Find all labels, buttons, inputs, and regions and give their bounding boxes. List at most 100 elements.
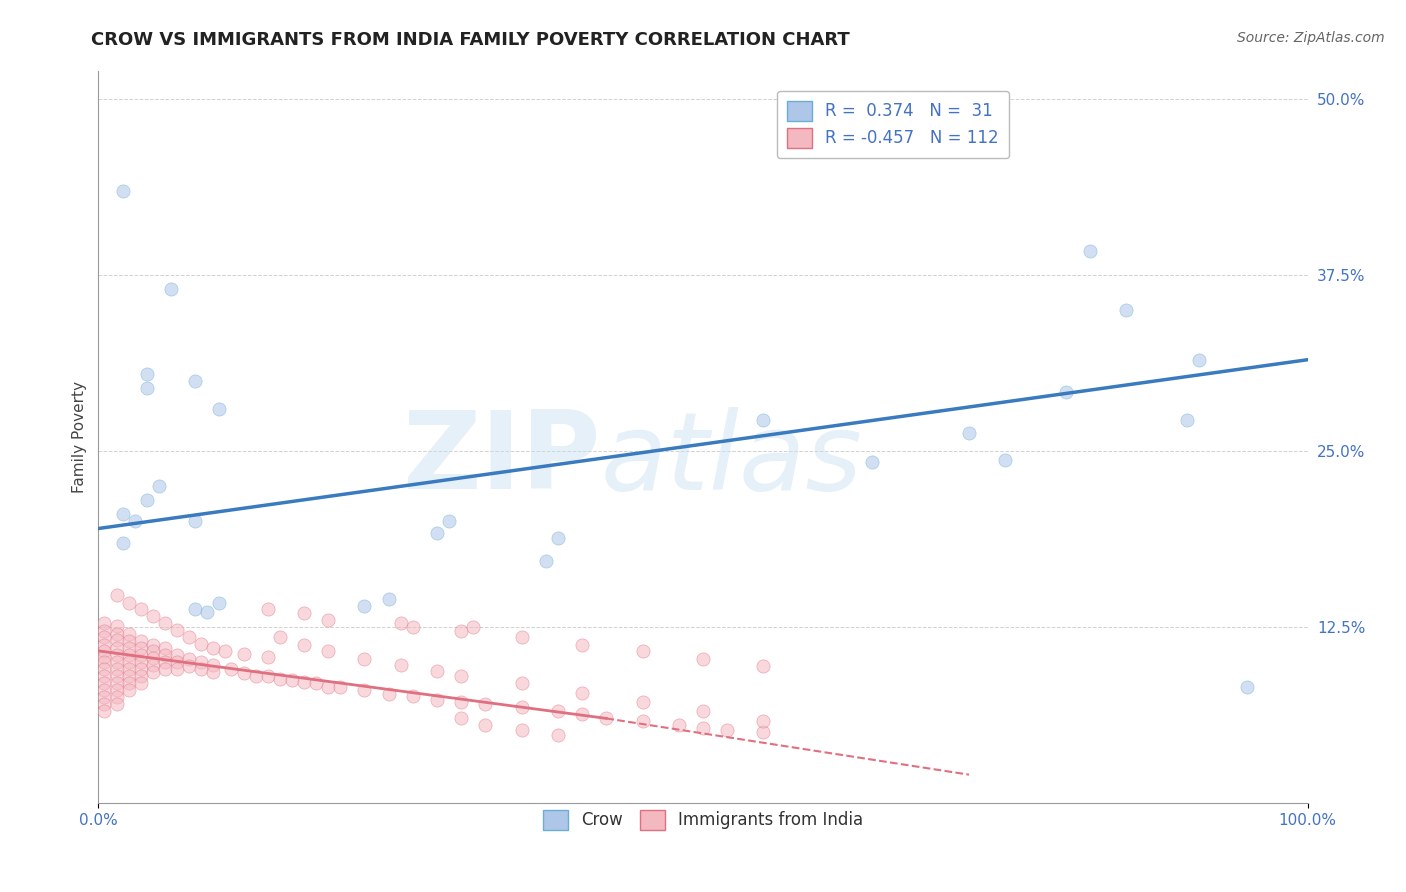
Point <box>450 694 472 708</box>
Point <box>214 644 236 658</box>
Point <box>256 669 278 683</box>
Point <box>93 669 115 683</box>
Point <box>184 374 207 388</box>
Point <box>1078 244 1101 259</box>
Point <box>571 638 593 652</box>
Point <box>135 381 157 395</box>
Point <box>1054 385 1077 400</box>
Point <box>256 649 278 664</box>
Point <box>118 662 141 676</box>
Point <box>118 641 141 656</box>
Point <box>389 657 412 672</box>
Point <box>129 648 152 662</box>
Point <box>105 588 128 602</box>
Point <box>93 624 115 639</box>
Point <box>450 669 472 683</box>
Point <box>124 515 146 529</box>
Point <box>111 535 134 549</box>
Point <box>716 723 738 737</box>
Point <box>105 627 128 641</box>
Point <box>153 648 176 662</box>
Point <box>105 655 128 669</box>
Point <box>190 655 212 669</box>
Point <box>153 641 176 656</box>
Point <box>105 683 128 698</box>
Point <box>129 634 152 648</box>
Point <box>202 657 225 672</box>
Point <box>631 714 654 729</box>
Point <box>179 659 201 673</box>
Point <box>316 681 339 695</box>
Point <box>129 662 152 676</box>
Point <box>93 655 115 669</box>
Y-axis label: Family Poverty: Family Poverty <box>72 381 87 493</box>
Point <box>426 693 449 707</box>
Text: atlas: atlas <box>600 407 862 511</box>
Point <box>111 508 134 522</box>
Point <box>153 615 176 630</box>
Point <box>166 648 188 662</box>
Point <box>105 641 128 656</box>
Point <box>142 657 165 672</box>
Point <box>595 711 617 725</box>
Point <box>148 479 170 493</box>
Point <box>692 705 714 719</box>
Point <box>179 652 201 666</box>
Point <box>547 705 569 719</box>
Point <box>166 655 188 669</box>
Point <box>631 644 654 658</box>
Point <box>377 688 399 702</box>
Point <box>510 700 533 714</box>
Point <box>752 659 775 673</box>
Point <box>184 601 207 615</box>
Point <box>118 627 141 641</box>
Point <box>305 676 328 690</box>
Point <box>245 669 267 683</box>
Point <box>547 532 569 546</box>
Point <box>426 664 449 678</box>
Point <box>118 655 141 669</box>
Point <box>269 672 291 686</box>
Point <box>118 634 141 648</box>
Point <box>692 721 714 735</box>
Point <box>105 648 128 662</box>
Point <box>118 683 141 698</box>
Point <box>105 662 128 676</box>
Point <box>93 698 115 712</box>
Text: CROW VS IMMIGRANTS FROM INDIA FAMILY POVERTY CORRELATION CHART: CROW VS IMMIGRANTS FROM INDIA FAMILY POV… <box>91 31 851 49</box>
Point <box>93 705 115 719</box>
Point <box>957 425 980 440</box>
Point <box>105 698 128 712</box>
Point <box>93 615 115 630</box>
Point <box>232 647 254 661</box>
Point <box>142 644 165 658</box>
Point <box>292 638 315 652</box>
Point <box>377 591 399 606</box>
Point <box>179 630 201 644</box>
Point <box>105 690 128 705</box>
Point <box>129 676 152 690</box>
Point <box>692 652 714 666</box>
Text: Source: ZipAtlas.com: Source: ZipAtlas.com <box>1237 31 1385 45</box>
Point <box>752 413 775 427</box>
Point <box>426 525 449 540</box>
Point <box>142 608 165 623</box>
Point <box>510 723 533 737</box>
Point <box>93 662 115 676</box>
Point <box>437 515 460 529</box>
Point <box>166 623 188 637</box>
Point <box>269 630 291 644</box>
Point <box>389 615 412 630</box>
Text: ZIP: ZIP <box>402 406 600 512</box>
Point <box>153 662 176 676</box>
Point <box>256 601 278 615</box>
Point <box>752 714 775 729</box>
Point <box>160 282 183 296</box>
Point <box>450 624 472 639</box>
Point <box>631 694 654 708</box>
Point <box>450 711 472 725</box>
Point <box>1236 681 1258 695</box>
Point <box>105 632 128 647</box>
Point <box>135 493 157 508</box>
Point <box>190 637 212 651</box>
